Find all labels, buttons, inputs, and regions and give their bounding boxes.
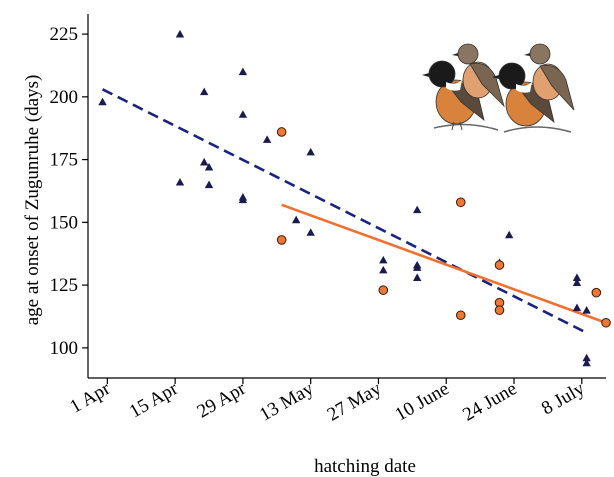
triangle-point <box>572 278 582 286</box>
triangle-point <box>306 147 315 156</box>
x-tick-label: 29 Apr <box>194 378 250 423</box>
circle-point <box>494 305 505 316</box>
triangle-point <box>582 358 591 367</box>
y-tick-label: 150 <box>50 212 79 233</box>
circle-point <box>276 235 287 245</box>
circle-point <box>455 197 466 208</box>
triangle-point <box>504 230 514 239</box>
fit-line-2 <box>281 203 607 324</box>
triangle-point <box>199 157 209 166</box>
y-tick-label: 225 <box>50 24 79 45</box>
triangle-point <box>238 67 248 76</box>
triangle-point <box>238 110 248 118</box>
triangle-point <box>582 353 591 362</box>
x-tick-label: 15 Apr <box>126 378 182 423</box>
triangle-point <box>572 303 582 312</box>
x-tick-label: 10 June <box>392 378 453 425</box>
circle-point <box>276 127 287 137</box>
x-ticks: 1 Apr 15 Apr 29 Apr 13 May 27 May 10 June 24 J… <box>66 378 588 426</box>
female-stonechat-icon <box>452 43 505 108</box>
circle-point <box>455 310 466 321</box>
x-tick-label: 8 July <box>538 378 589 419</box>
circle-point <box>601 317 611 328</box>
y-tick-label: 200 <box>50 87 79 108</box>
fit-lines <box>101 88 607 334</box>
triangle-point <box>175 177 185 186</box>
triangle-point <box>238 195 248 204</box>
triangle-point <box>204 162 214 171</box>
y-axis-title: age at onset of Zugunruhe (days) <box>22 75 43 326</box>
triangle-point <box>291 215 301 224</box>
x-tick-label: 24 June <box>459 378 520 425</box>
female-stonechat-icon-2 <box>524 43 575 111</box>
y-tick-label: 125 <box>50 275 79 296</box>
circle-point <box>591 287 602 298</box>
triangle-point <box>572 273 582 281</box>
data-points <box>98 29 611 367</box>
x-tick-label: 13 May <box>256 378 318 426</box>
x-axis-title: hatching date <box>314 456 416 477</box>
triangle-point <box>379 255 388 264</box>
triangle-point <box>98 97 107 106</box>
circle-point <box>494 260 505 270</box>
triangle-point <box>199 87 209 96</box>
triangle-point <box>175 29 185 38</box>
triangle-point <box>379 265 388 274</box>
fit-line-1 <box>101 88 588 334</box>
y-ticks: 100 125 150 175 200 225 <box>50 24 88 359</box>
triangle-point <box>204 180 214 189</box>
triangle-point <box>582 306 591 314</box>
triangle-point <box>262 135 272 143</box>
y-tick-label: 175 <box>50 150 79 171</box>
triangle-point <box>412 205 422 214</box>
axes <box>87 14 606 379</box>
triangle-point <box>412 263 422 271</box>
circle-point <box>378 285 389 295</box>
stonechat-birds-icon <box>422 43 575 133</box>
x-tick-label: 27 May <box>324 378 386 426</box>
triangle-point <box>306 228 315 236</box>
triangle-point <box>412 273 422 281</box>
y-tick-label: 100 <box>50 338 79 359</box>
